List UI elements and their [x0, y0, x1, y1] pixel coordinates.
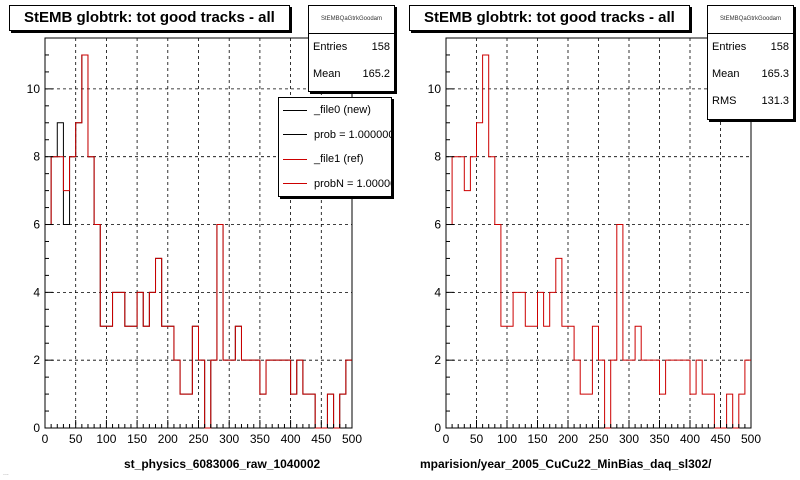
y-tick-label: 10 — [27, 82, 41, 96]
stats-name: StEMBQaGtrkGoodam — [309, 6, 394, 34]
stats-label: Entries — [313, 41, 348, 53]
legend-entry: _file1 (ref) — [279, 147, 391, 172]
corner-note: ... — [3, 470, 9, 477]
y-tick-label: 10 — [428, 82, 442, 96]
panel-title: StEMB globtrk: tot good tracks - all — [9, 5, 290, 31]
right-panel: 0 50 100 150 200 250 300 350 400 450 500 0 2 4 6 8 10 St… — [400, 0, 800, 480]
legend-swatch — [283, 109, 307, 111]
legend-swatch — [283, 158, 307, 160]
x-tick-label: 450 — [710, 432, 730, 446]
x-tick-label: 450 — [311, 432, 331, 446]
legend-label: _file1 (ref) — [314, 153, 364, 166]
stats-label: Mean — [712, 68, 740, 80]
x-tick-label: 350 — [649, 432, 669, 446]
x-tick-label: 300 — [619, 432, 639, 446]
legend-entry: probN = 1.000000 — [279, 172, 391, 197]
x-tick-label: 250 — [588, 432, 608, 446]
y-tick-label: 6 — [434, 218, 441, 232]
stats-box: StEMBQaGtrkGoodam Entries 158 Mean 165.3… — [707, 5, 794, 120]
x-tick-label: 50 — [69, 432, 83, 446]
stats-row-mean: Mean 165.3 — [708, 61, 793, 88]
y-tick-label: 6 — [33, 218, 40, 232]
y-tick-label: 8 — [434, 150, 441, 164]
x-tick-label: 350 — [250, 432, 270, 446]
stats-value: 158 — [371, 41, 390, 53]
x-axis-label: mparision/year_2005_CuCu22_MinBias_daq_s… — [420, 457, 712, 471]
x-tick-label: 200 — [158, 432, 178, 446]
x-tick-label: 300 — [219, 432, 239, 446]
stats-value: 165.3 — [761, 68, 789, 80]
legend-swatch — [283, 183, 307, 185]
x-tick-label: 150 — [127, 432, 147, 446]
x-tick-label: 0 — [443, 432, 450, 446]
panel-title: StEMB globtrk: tot good tracks - all — [409, 5, 690, 31]
stats-row-rms: RMS 131.3 — [708, 88, 793, 115]
x-tick-label: 50 — [470, 432, 484, 446]
y-tick-label: 2 — [434, 353, 441, 367]
x-tick-label: 250 — [188, 432, 208, 446]
legend: _file0 (new) prob = 1.000000 _file1 (ref… — [278, 97, 392, 197]
x-tick-label: 0 — [42, 432, 49, 446]
stats-value: 131.3 — [761, 95, 789, 107]
stats-row-entries: Entries 158 — [309, 34, 394, 61]
x-tick-label: 500 — [741, 432, 761, 446]
legend-swatch — [283, 134, 307, 136]
x-tick-label: 500 — [342, 432, 362, 446]
stats-value: 158 — [770, 41, 789, 53]
histogram-series — [446, 54, 751, 429]
stats-name: StEMBQaGtrkGoodam — [708, 6, 793, 34]
stats-label: Mean — [313, 68, 341, 80]
x-tick-label: 100 — [497, 432, 517, 446]
stats-box: StEMBQaGtrkGoodam Entries 158 Mean 165.2 — [308, 5, 395, 92]
histogram-plot-right: 0 50 100 150 200 250 300 350 400 450 500 0 2 4 6 8 10 — [428, 37, 761, 446]
legend-label: prob = 1.000000 — [314, 128, 392, 141]
x-tick-label: 150 — [527, 432, 547, 446]
x-tick-label: 200 — [558, 432, 578, 446]
x-tick-label: 400 — [680, 432, 700, 446]
y-tick-label: 0 — [434, 421, 441, 435]
x-axis-label: st_physics_6083006_raw_1040002 — [124, 457, 321, 471]
stats-row-entries: Entries 158 — [708, 34, 793, 61]
legend-entry: prob = 1.000000 — [279, 123, 391, 148]
left-panel: 0 50 100 150 200 250 300 350 400 450 500 0 2 4 6 8 10 St… — [9, 5, 395, 471]
histogram-series — [45, 54, 352, 429]
legend-entry: _file0 (new) — [279, 98, 391, 123]
y-tick-label: 0 — [33, 421, 40, 435]
stats-label: RMS — [712, 95, 737, 107]
y-tick-label: 8 — [33, 150, 40, 164]
stats-label: Entries — [712, 41, 747, 53]
y-tick-label: 4 — [33, 285, 40, 299]
x-tick-label: 400 — [281, 432, 301, 446]
stats-value: 165.2 — [362, 68, 390, 80]
legend-label: _file0 (new) — [314, 104, 371, 117]
x-tick-label: 100 — [96, 432, 116, 446]
legend-label: probN = 1.000000 — [314, 177, 391, 190]
y-tick-label: 2 — [33, 353, 40, 367]
stats-row-mean: Mean 165.2 — [309, 61, 394, 88]
y-tick-label: 4 — [434, 285, 441, 299]
